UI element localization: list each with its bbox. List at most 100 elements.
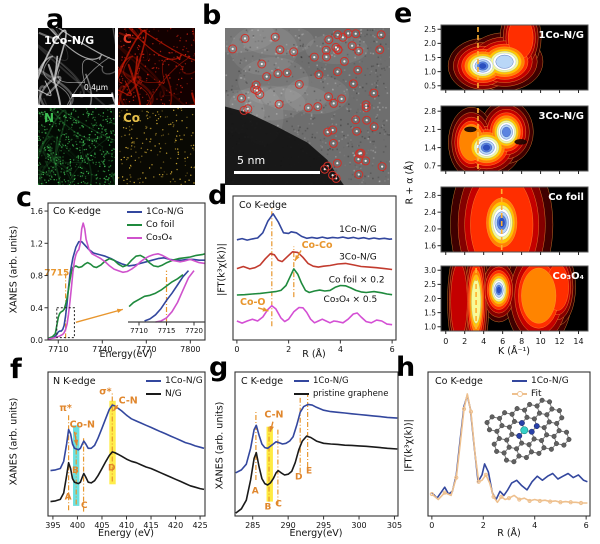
svg-text:2.8: 2.8 bbox=[424, 191, 436, 200]
svg-text:C-N: C-N bbox=[119, 396, 138, 407]
n-atom-icon bbox=[533, 423, 540, 430]
legend-entry: 1Co-N/G bbox=[127, 206, 184, 218]
svg-text:1.5: 1.5 bbox=[424, 53, 436, 62]
con4-structure-model bbox=[484, 397, 572, 465]
svg-text:285: 285 bbox=[245, 521, 260, 530]
legend-label: 1Co-N/G bbox=[146, 207, 184, 217]
svg-text:D: D bbox=[295, 472, 302, 482]
panel-letter-b: b bbox=[202, 0, 222, 31]
wavelet-x-axis: 0 2 4 6 8 10 12 14 bbox=[443, 337, 583, 346]
svg-text:290: 290 bbox=[281, 521, 296, 530]
svg-text:3.0: 3.0 bbox=[424, 266, 436, 275]
panel-letter-g: g bbox=[209, 352, 229, 383]
svg-text:2.8: 2.8 bbox=[424, 107, 436, 116]
svg-text:Co₃O₄ × 0.5: Co₃O₄ × 0.5 bbox=[324, 295, 378, 305]
legend-label: 1Co-N/G bbox=[165, 376, 203, 386]
svg-text:Co-N: Co-N bbox=[70, 419, 95, 430]
c-y-axis-label: XANES (arb. units) bbox=[8, 225, 20, 314]
svg-text:6: 6 bbox=[390, 345, 395, 354]
svg-text:0.7: 0.7 bbox=[424, 162, 436, 171]
scale-bar-text-b: 5 nm bbox=[237, 154, 266, 167]
svg-text:4: 4 bbox=[338, 345, 343, 354]
micrograph-tile bbox=[225, 28, 390, 185]
chart-d: 1Co-N/G 3Co-N/G Co foil × 0.2 Co₃O₄ × 0.5 Co… bbox=[232, 195, 397, 354]
svg-text:400: 400 bbox=[70, 521, 85, 530]
svg-text:2.1: 2.1 bbox=[424, 125, 436, 134]
legend-entry: Fit bbox=[512, 388, 569, 400]
wavelet-frame: 1.6 2.0 2.4 2.8 bbox=[424, 186, 589, 255]
legend-entry: 1Co-N/G bbox=[146, 375, 203, 387]
chart-h: 0 2 4 6 bbox=[427, 371, 591, 530]
svg-text:3Co-N/G: 3Co-N/G bbox=[339, 253, 377, 263]
svg-text:7740: 7740 bbox=[92, 345, 112, 354]
h-title: Co K-edge bbox=[435, 376, 483, 387]
micrograph-tile bbox=[118, 28, 195, 105]
legend-label: Co foil bbox=[146, 220, 175, 230]
svg-text:7770: 7770 bbox=[136, 345, 156, 354]
legend-label: N/G bbox=[165, 389, 182, 399]
svg-text:6: 6 bbox=[584, 521, 589, 530]
legend-label: Co₃O₄ bbox=[146, 233, 173, 243]
h-x-axis-label: R (Å) bbox=[497, 528, 521, 539]
svg-text:A: A bbox=[252, 487, 259, 497]
svg-text:Co foil × 0.2: Co foil × 0.2 bbox=[329, 275, 385, 285]
legend-swatch bbox=[146, 380, 161, 382]
g-x-axis-label: Energy(eV) bbox=[289, 528, 343, 539]
legend-swatch bbox=[512, 380, 527, 382]
svg-text:1.6: 1.6 bbox=[30, 207, 43, 216]
svg-text:E: E bbox=[306, 467, 312, 477]
svg-text:0: 0 bbox=[429, 521, 434, 530]
series-1Co-N/G bbox=[144, 270, 190, 322]
panel-letter-d: d bbox=[208, 180, 228, 211]
svg-text:7715: 7715 bbox=[158, 327, 176, 335]
series-1Co-N/G bbox=[235, 403, 398, 474]
legend-entry: pristine graphene bbox=[294, 388, 388, 400]
svg-text:305: 305 bbox=[387, 521, 402, 530]
svg-text:4: 4 bbox=[481, 337, 486, 346]
fit-marker-icon bbox=[517, 391, 523, 397]
micrograph-tile bbox=[118, 108, 195, 185]
e-y-axis-label: R + α (Å) bbox=[404, 160, 416, 205]
series-1Co-N/G bbox=[236, 213, 393, 241]
svg-text:2: 2 bbox=[462, 337, 467, 346]
svg-text:2.0: 2.0 bbox=[424, 39, 436, 48]
svg-text:0: 0 bbox=[234, 345, 239, 354]
svg-text:2.5: 2.5 bbox=[424, 280, 436, 289]
svg-text:2.4: 2.4 bbox=[424, 208, 436, 217]
svg-text:4: 4 bbox=[532, 521, 537, 530]
svg-text:B: B bbox=[265, 503, 272, 513]
chart-f: A B C Dπ* Co-N σ* C-N 395 400 405 410 415 420 425 bbox=[45, 371, 208, 530]
scale-bar-text-a: 0.4μm bbox=[84, 83, 109, 92]
svg-text:0.0: 0.0 bbox=[30, 336, 43, 345]
series-Fit bbox=[431, 393, 588, 504]
panel-letter-c: c bbox=[16, 182, 33, 213]
n-atom-icon bbox=[518, 420, 525, 426]
map-label-n: N bbox=[44, 111, 55, 125]
n-atom-icon bbox=[516, 432, 523, 439]
wavelet-panel bbox=[441, 266, 588, 331]
svg-text:0: 0 bbox=[443, 337, 448, 346]
map-label-co: Co bbox=[123, 111, 141, 125]
legend-entry: N/G bbox=[146, 388, 203, 400]
svg-text:2.0: 2.0 bbox=[424, 294, 436, 303]
legend-label: pristine graphene bbox=[313, 389, 389, 399]
series-3Co-N/G bbox=[236, 251, 393, 271]
svg-text:C-N: C-N bbox=[264, 409, 283, 420]
wavelet-frame: 1.0 1.5 2.0 2.5 3.0 bbox=[424, 265, 589, 334]
h-y-axis-label: |FT(k³χ(k))| bbox=[403, 419, 415, 472]
wavelet-panel bbox=[441, 25, 588, 90]
series-Co₃O₄ × 0.5 bbox=[236, 304, 393, 326]
svg-text:Co-Co: Co-Co bbox=[302, 240, 333, 251]
chart-g: AB C DE C-N 285 290 295 300 305 bbox=[234, 371, 402, 530]
series-Co₃O₄ bbox=[47, 222, 206, 340]
legend-swatch bbox=[146, 393, 161, 395]
svg-text:300: 300 bbox=[351, 521, 366, 530]
series-N/G bbox=[50, 451, 205, 503]
wavelet-frame: 0.7 1.4 2.1 2.8 bbox=[424, 105, 589, 174]
svg-text:7720: 7720 bbox=[185, 327, 203, 335]
svg-text:0.8: 0.8 bbox=[30, 272, 43, 281]
legend-swatch bbox=[512, 391, 527, 397]
g-y-axis-label: XANES (arb. units) bbox=[214, 401, 226, 490]
